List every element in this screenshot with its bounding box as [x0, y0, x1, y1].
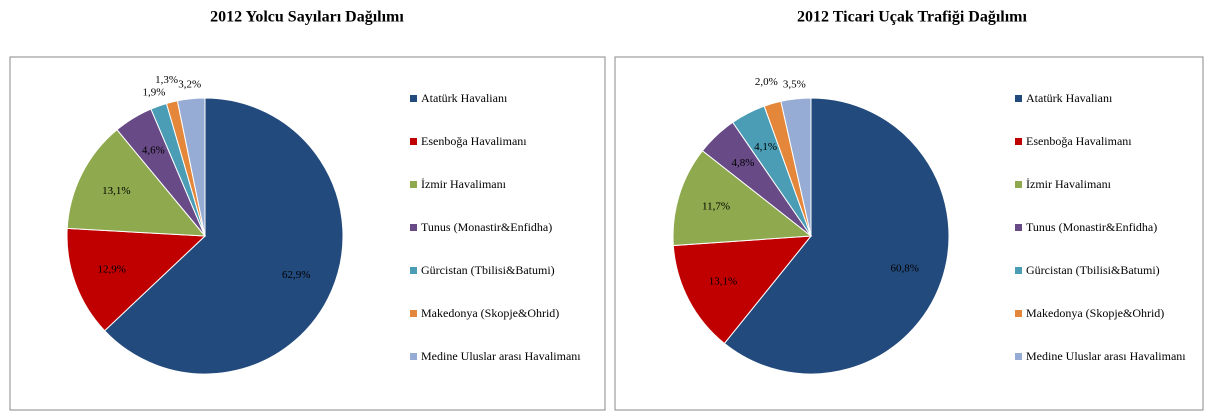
legend-label: İzmir Havalimanı: [1026, 177, 1111, 191]
legend-label: Gürcistan (Tbilisi&Batumi): [421, 263, 555, 277]
data-label: 4,6%: [142, 145, 165, 157]
legend-swatch: [1015, 95, 1022, 102]
legend-label: Atatürk Havalianı: [421, 91, 508, 105]
legend-label: Atatürk Havalianı: [1026, 91, 1113, 105]
legend-swatch: [1015, 310, 1022, 317]
legend-swatch: [1015, 138, 1022, 145]
pie-slice: [723, 97, 950, 375]
legend-label: Medine Uluslar arası Havalimanı: [1026, 349, 1186, 363]
data-label: 13,1%: [709, 275, 737, 287]
legend-swatch: [410, 353, 417, 360]
data-label: 4,1%: [754, 141, 777, 153]
legend-label: Makedonya (Skopje&Ohrid): [1026, 306, 1165, 320]
legend-label: Tunus (Monastir&Enfidha): [421, 220, 553, 234]
legend-label: İzmir Havalimanı: [421, 177, 506, 191]
legend-label: Makedonya (Skopje&Ohrid): [421, 306, 560, 320]
legend-label: Esenboğa Havalimanı: [421, 134, 527, 148]
legend-label: Tunus (Monastir&Enfidha): [1026, 220, 1158, 234]
legend-label: Gürcistan (Tbilisi&Batumi): [1026, 263, 1160, 277]
data-label: 3,2%: [178, 78, 201, 90]
pie-slice: [672, 235, 813, 345]
chart-frame: [614, 56, 1204, 411]
data-label: 3,5%: [783, 78, 806, 90]
data-label: 1,3%: [155, 74, 178, 86]
pie-slice: [66, 129, 207, 237]
data-label: 12,9%: [97, 264, 125, 276]
legend-swatch: [410, 310, 417, 317]
legend-swatch: [1015, 224, 1022, 231]
legend-swatch: [1015, 181, 1022, 188]
legend-swatch: [410, 138, 417, 145]
data-label: 60,8%: [890, 263, 918, 275]
legend-swatch: [410, 267, 417, 274]
data-label: 13,1%: [102, 185, 130, 197]
legend-swatch: [1015, 353, 1022, 360]
chart-title: 2012 Ticari Uçak Trafiği Dağılımı: [797, 9, 1027, 26]
pie-slice: [780, 97, 812, 237]
data-label: 1,9%: [142, 86, 165, 98]
pie-slice: [672, 150, 813, 247]
chart-title: 2012 Yolcu Sayıları Dağılımı: [210, 9, 404, 26]
legend-swatch: [410, 95, 417, 102]
pie-slice: [66, 227, 207, 332]
data-label: 11,7%: [702, 200, 730, 212]
chart-frame: [9, 56, 606, 411]
legend-swatch: [410, 224, 417, 231]
legend-swatch: [410, 181, 417, 188]
pie-slice: [103, 97, 344, 375]
legend-swatch: [1015, 267, 1022, 274]
legend-label: Medine Uluslar arası Havalimanı: [421, 349, 581, 363]
legend-label: Esenboğa Havalimanı: [1026, 134, 1132, 148]
data-label: 2,0%: [755, 76, 778, 88]
data-label: 4,8%: [732, 157, 755, 169]
data-label: 62,9%: [282, 269, 310, 281]
pie-slice: [176, 97, 206, 237]
